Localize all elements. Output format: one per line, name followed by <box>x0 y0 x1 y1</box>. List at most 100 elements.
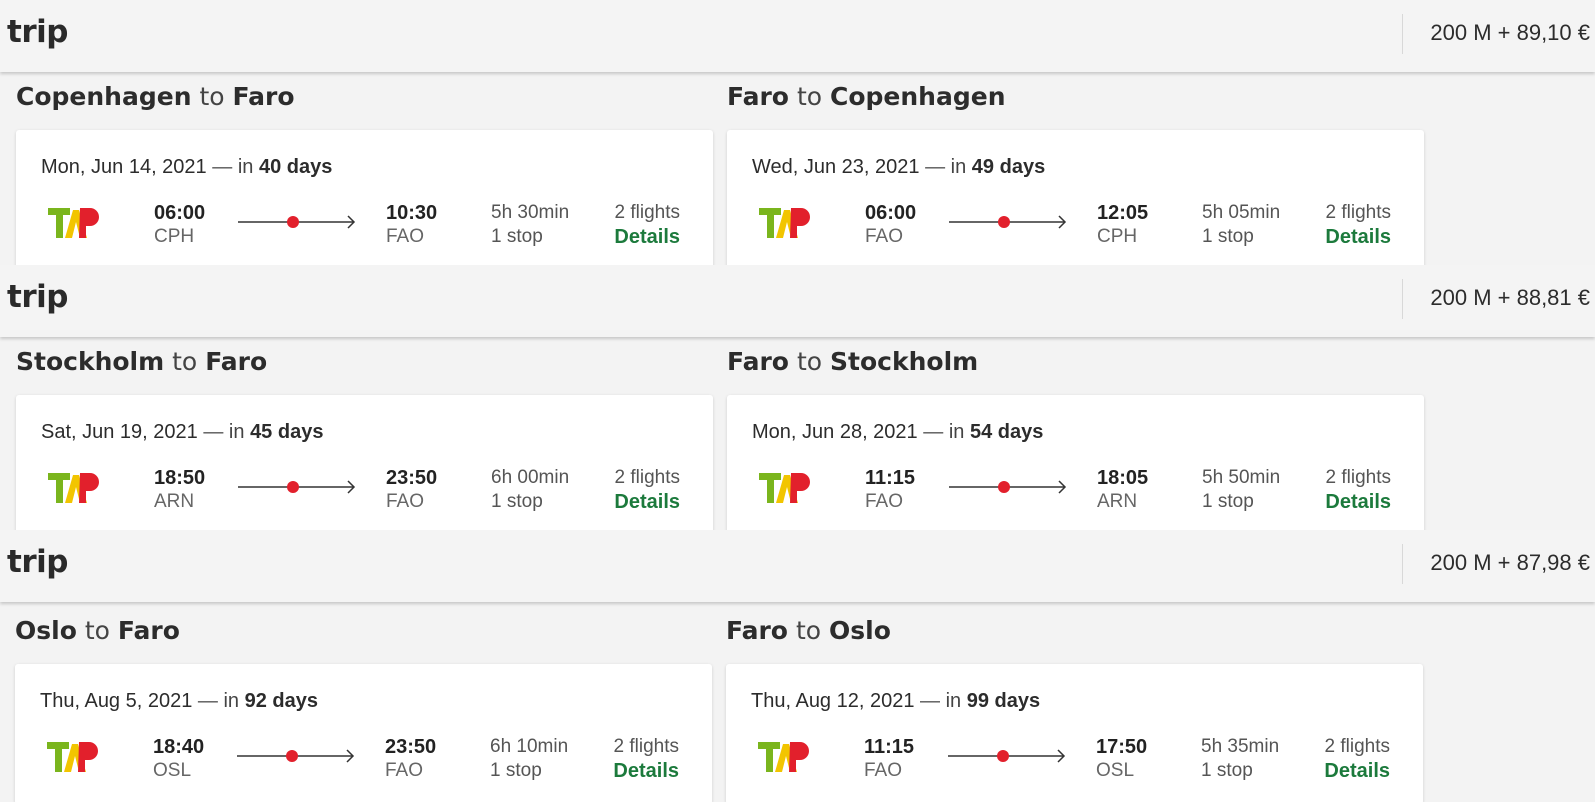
stops: 1 stop <box>1202 491 1254 512</box>
stops: 1 stop <box>491 226 543 247</box>
dash: — <box>925 156 946 178</box>
to-word: to <box>795 616 822 645</box>
departure-time: 18:50 <box>154 467 206 489</box>
date: Thu, Aug 5, 2021 <box>40 690 193 712</box>
duration: 6h 00min <box>491 467 570 488</box>
flight-card-return[interactable]: Mon, Jun 28, 2021 — in 54 days 11:15 FAO… <box>727 395 1424 530</box>
tap-airline-logo-icon <box>47 742 98 772</box>
dash: — <box>920 690 941 712</box>
origin-city: Faro <box>727 82 789 111</box>
to-word: to <box>796 82 823 111</box>
details-link[interactable]: Details <box>614 491 680 513</box>
leg-title-return: Faro to Copenhagen <box>727 82 1006 111</box>
duration: 5h 05min <box>1202 202 1281 223</box>
stops: 1 stop <box>1201 760 1253 781</box>
flight-count: 2 flights <box>614 202 680 223</box>
arrival-airport: CPH <box>1097 226 1138 247</box>
leg-title-outbound: Copenhagen to Faro <box>16 82 295 111</box>
days-until: 92 days <box>244 690 318 712</box>
details-link[interactable]: Details <box>1325 491 1391 513</box>
divider <box>1402 14 1403 54</box>
in-word: in <box>948 421 965 443</box>
trip-header: trip 200 M + 88,81 € <box>0 265 1595 337</box>
details-link[interactable]: Details <box>1324 760 1390 782</box>
date: Thu, Aug 12, 2021 <box>751 690 915 712</box>
destination-city: Oslo <box>829 616 891 645</box>
flight-date: Thu, Aug 12, 2021 — in 99 days <box>751 690 1040 713</box>
to-word: to <box>796 347 823 376</box>
tap-airline-logo-icon <box>759 473 810 503</box>
leg-title-return: Faro to Stockholm <box>727 347 978 376</box>
details-link[interactable]: Details <box>1325 226 1391 248</box>
duration: 5h 50min <box>1202 467 1281 488</box>
trip-block: trip 200 M + 89,10 € Copenhagen to Faro … <box>0 0 1595 265</box>
trip-title: trip <box>7 279 68 315</box>
flight-card-outbound[interactable]: Sat, Jun 19, 2021 — in 45 days 18:50 ARN… <box>16 395 713 530</box>
days-until: 45 days <box>250 421 324 443</box>
arrival-time: 17:50 <box>1096 736 1148 758</box>
divider <box>1402 544 1403 584</box>
arrival-airport: FAO <box>385 760 424 781</box>
arrival-airport: FAO <box>386 226 425 247</box>
trip-header: trip 200 M + 89,10 € <box>0 0 1595 72</box>
destination-city: Faro <box>117 616 180 645</box>
departure-time: 06:00 <box>865 202 917 224</box>
departure-time: 11:15 <box>864 736 915 758</box>
flight-date: Sat, Jun 19, 2021 — in 45 days <box>41 421 323 444</box>
to-word: to <box>199 82 225 111</box>
flight-count: 2 flights <box>1325 202 1391 223</box>
arrival-airport: OSL <box>1096 760 1135 781</box>
days-until: 40 days <box>258 156 333 178</box>
flight-card-return[interactable]: Thu, Aug 12, 2021 — in 99 days 11:15 FAO… <box>726 664 1423 802</box>
flight-card-outbound[interactable]: Thu, Aug 5, 2021 — in 92 days 18:40 OSL … <box>15 664 712 802</box>
departure-airport: CPH <box>154 226 195 247</box>
trip-block: trip 200 M + 88,81 € Stockholm to Faro F… <box>0 265 1595 530</box>
days-until: 99 days <box>966 690 1041 712</box>
date: Mon, Jun 28, 2021 <box>752 421 918 443</box>
flight-count: 2 flights <box>614 467 680 488</box>
in-word: in <box>945 690 962 712</box>
departure-time: 11:15 <box>865 467 916 489</box>
flight-date: Wed, Jun 23, 2021 — in 49 days <box>752 156 1045 179</box>
arrival-airport: FAO <box>386 491 425 512</box>
divider <box>1402 279 1403 319</box>
route-arrow-icon <box>948 749 1066 763</box>
date: Sat, Jun 19, 2021 <box>41 421 198 443</box>
departure-time: 18:40 <box>153 736 205 758</box>
route-arrow-icon <box>238 215 356 229</box>
flight-card-outbound[interactable]: Mon, Jun 14, 2021 — in 40 days 06:00 CPH… <box>16 130 713 265</box>
trip-block: trip 200 M + 87,98 € Oslo to Faro Faro t… <box>0 530 1595 802</box>
dash: — <box>197 690 218 712</box>
flight-card-return[interactable]: Wed, Jun 23, 2021 — in 49 days 06:00 FAO… <box>727 130 1424 265</box>
trip-price: 200 M + 89,10 € <box>1430 20 1590 45</box>
trip-header: trip 200 M + 87,98 € <box>0 530 1595 602</box>
origin-city: Oslo <box>15 616 77 645</box>
details-link[interactable]: Details <box>614 226 680 248</box>
destination-city: Stockholm <box>830 347 979 376</box>
destination-city: Copenhagen <box>830 82 1006 111</box>
stops: 1 stop <box>491 491 543 512</box>
flight-date: Mon, Jun 14, 2021 — in 40 days <box>41 156 332 179</box>
arrival-time: 12:05 <box>1097 202 1149 224</box>
origin-city: Faro <box>726 616 788 645</box>
stops: 1 stop <box>490 760 542 781</box>
destination-city: Faro <box>232 82 295 111</box>
details-link[interactable]: Details <box>613 760 679 782</box>
in-word: in <box>237 156 254 178</box>
departure-airport: FAO <box>865 226 904 247</box>
arrival-time: 23:50 <box>386 467 438 489</box>
departure-airport: ARN <box>154 491 195 512</box>
leg-title-outbound: Oslo to Faro <box>15 616 180 645</box>
route-arrow-icon <box>949 215 1067 229</box>
tap-airline-logo-icon <box>48 473 99 503</box>
tap-airline-logo-icon <box>759 208 810 238</box>
origin-city: Faro <box>727 347 789 376</box>
days-until: 54 days <box>969 421 1044 443</box>
origin-city: Stockholm <box>16 347 165 376</box>
flight-count: 2 flights <box>1325 467 1391 488</box>
dash: — <box>203 421 224 443</box>
leg-title-outbound: Stockholm to Faro <box>16 347 267 376</box>
arrival-airport: ARN <box>1097 491 1138 512</box>
destination-city: Faro <box>205 347 268 376</box>
dash: — <box>923 421 944 443</box>
